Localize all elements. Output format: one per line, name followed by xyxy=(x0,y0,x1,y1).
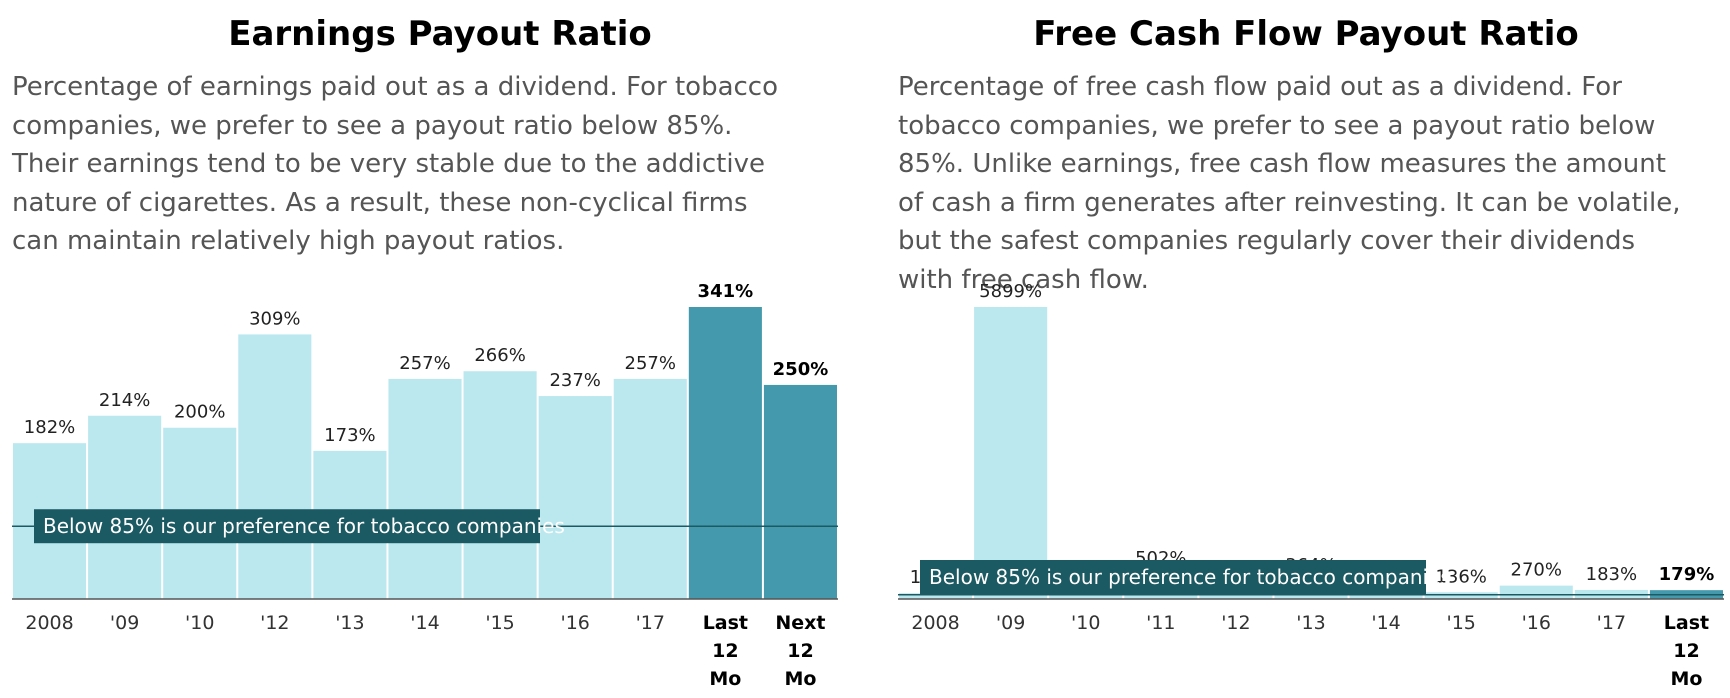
x-tick-label: '14 xyxy=(410,612,439,634)
bar-value-label: 341% xyxy=(698,281,754,302)
bar-value-label: 257% xyxy=(399,353,450,374)
bar-value-label: 214% xyxy=(99,390,150,411)
bar-value-label: 179% xyxy=(1659,564,1715,585)
bar xyxy=(763,384,837,599)
bar xyxy=(238,334,312,599)
x-tick-label: '13 xyxy=(1296,612,1325,634)
reference-note-text: Below 85% is our preference for tobacco … xyxy=(929,565,1451,589)
bar-value-label: 200% xyxy=(174,402,225,423)
x-tick-label: '14 xyxy=(1371,612,1400,634)
bar-value-label: 5899% xyxy=(979,281,1042,302)
x-tick-label: '10 xyxy=(1071,612,1100,634)
x-tick-label: Last 12 Mo xyxy=(703,612,748,690)
reference-note-box xyxy=(34,509,540,544)
x-tick-label: '15 xyxy=(1446,612,1475,634)
bar xyxy=(538,396,612,599)
chart-title: Earnings Payout Ratio xyxy=(228,14,652,54)
bar-value-label: 309% xyxy=(249,308,300,329)
earnings-payout-chart: 182% 2008 214% '09 200% '10 309% '12 173% '13 257%… xyxy=(12,281,838,690)
x-tick-label: '12 xyxy=(260,612,289,634)
x-tick-label: '13 xyxy=(335,612,364,634)
x-tick-label: '09 xyxy=(110,612,139,634)
bar-value-label: 270% xyxy=(1511,560,1562,581)
bar xyxy=(613,378,687,599)
chart-title: Free Cash Flow Payout Ratio xyxy=(1033,14,1579,54)
bar-value-label: 250% xyxy=(773,359,829,380)
chart-description: Percentage of earnings paid out as a div… xyxy=(12,72,778,256)
bar-value-label: 182% xyxy=(24,417,75,438)
bar xyxy=(1499,585,1573,599)
x-tick-label: '10 xyxy=(185,612,214,634)
x-tick-label: '17 xyxy=(636,612,665,634)
bar xyxy=(1424,592,1498,599)
bar xyxy=(463,371,537,599)
x-tick-label: Next 12 Mo xyxy=(775,612,825,690)
x-tick-label: '11 xyxy=(1146,612,1175,634)
x-tick-label: Last 12 Mo xyxy=(1664,612,1709,690)
x-tick-label: '12 xyxy=(1221,612,1250,634)
x-tick-label: '16 xyxy=(560,612,589,634)
chart-description: Percentage of free cash flow paid out as… xyxy=(898,72,1681,295)
bar-value-label: 136% xyxy=(1435,566,1486,587)
x-tick-label: '15 xyxy=(485,612,514,634)
bar xyxy=(88,415,162,599)
x-tick-label: 2008 xyxy=(911,612,959,634)
bar-value-label: 266% xyxy=(474,345,525,366)
earnings-payout-panel: Earnings Payout Ratio Percentage of earn… xyxy=(12,14,838,690)
x-tick-label: '16 xyxy=(1522,612,1551,634)
bar xyxy=(974,307,1048,599)
bar xyxy=(688,307,762,599)
x-tick-label: '17 xyxy=(1597,612,1626,634)
x-tick-label: 2008 xyxy=(25,612,73,634)
reference-note-text: Below 85% is our preference for tobacco … xyxy=(43,514,565,538)
bar-value-label: 257% xyxy=(625,353,676,374)
fcf-payout-panel: Free Cash Flow Payout Ratio Percentage o… xyxy=(886,0,1726,698)
bar-value-label: 173% xyxy=(324,425,375,446)
bar-value-label: 237% xyxy=(549,370,600,391)
fcf-payout-chart: 117%20085899%'09263%'10502%'11179%'12364… xyxy=(898,281,1724,690)
bar-value-label: 183% xyxy=(1586,564,1637,585)
reference-note-box xyxy=(920,560,1426,594)
x-tick-label: '09 xyxy=(996,612,1025,634)
bar xyxy=(899,593,973,599)
bar xyxy=(388,378,462,599)
